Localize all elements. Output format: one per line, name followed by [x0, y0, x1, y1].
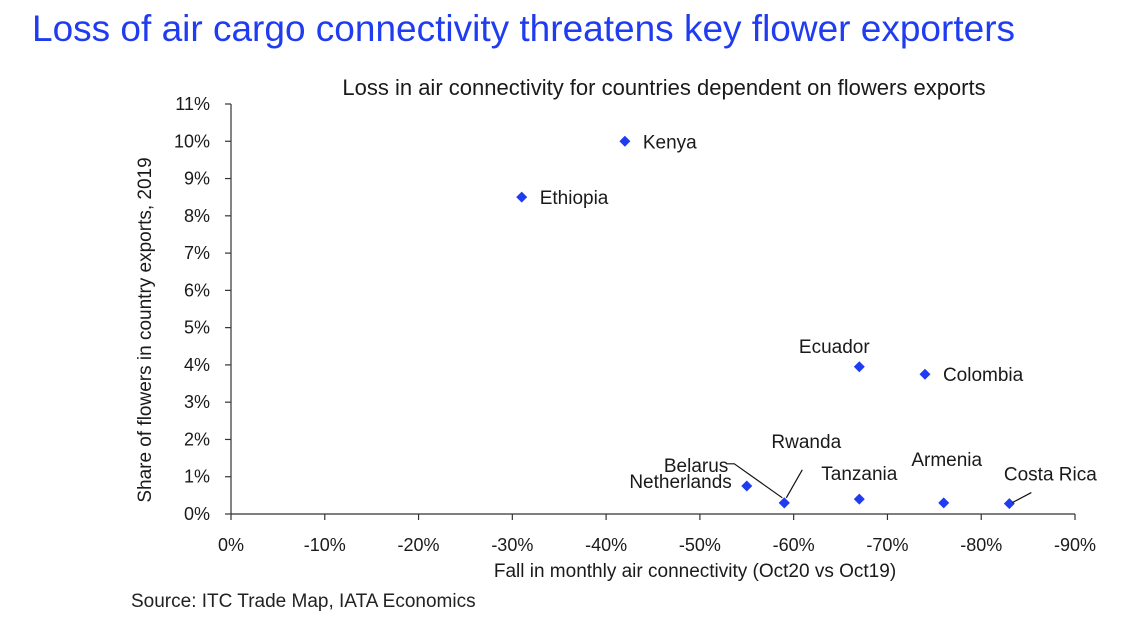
label-rwanda: Rwanda — [771, 432, 841, 453]
point-ethiopia — [516, 191, 528, 203]
label-costa-rica: Costa Rica — [1004, 465, 1097, 486]
y-tick-label: 2% — [184, 429, 210, 449]
axes: 0% 1% 2% 3% 4% 5% 6% 7% 8% 9% 10% 11% 0% -10% -20% -30%… — [174, 94, 1096, 555]
point-tanzania — [853, 493, 865, 505]
y-tick-label: 7% — [184, 243, 210, 263]
x-tick-label: -30% — [491, 535, 533, 555]
point-ecuador — [853, 361, 865, 373]
y-tick-label: 5% — [184, 318, 210, 338]
point-colombia — [919, 368, 931, 380]
point-armenia — [938, 497, 950, 509]
leader-line-belarus — [726, 463, 783, 499]
label-ecuador: Ecuador — [799, 337, 870, 358]
data-points — [516, 135, 1015, 510]
y-tick-label: 9% — [184, 169, 210, 189]
chart-title: Loss in air connectivity for countries d… — [342, 75, 985, 100]
x-tick-label: 0% — [218, 535, 244, 555]
x-axis-label: Fall in monthly air connectivity (Oct20 … — [494, 561, 896, 582]
x-tick-label: -60% — [773, 535, 815, 555]
x-tick-label: -50% — [679, 535, 721, 555]
y-tick-label: 11% — [175, 94, 210, 114]
point-netherlands — [741, 480, 753, 492]
x-tick-label: -40% — [585, 535, 627, 555]
page-title: Loss of air cargo connectivity threatens… — [32, 8, 1016, 49]
label-armenia: Armenia — [911, 450, 982, 471]
x-tick-label: -20% — [398, 535, 440, 555]
x-tick-label: -10% — [304, 535, 346, 555]
y-tick-label: 8% — [184, 206, 210, 226]
label-tanzania: Tanzania — [821, 464, 897, 485]
x-tick-label: -70% — [866, 535, 908, 555]
y-tick-label: 6% — [184, 280, 210, 300]
label-ethiopia: Ethiopia — [540, 188, 609, 209]
label-netherlands: Netherlands — [629, 472, 731, 493]
y-tick-label: 4% — [184, 355, 210, 375]
x-tick-label: -90% — [1054, 535, 1096, 555]
x-tick-label: -80% — [960, 535, 1002, 555]
label-belarus: Belarus — [664, 456, 728, 477]
y-axis-label: Share of flowers in country exports, 201… — [135, 157, 156, 502]
label-colombia: Colombia — [943, 365, 1024, 386]
label-kenya: Kenya — [643, 132, 697, 153]
point-costa-rica — [1003, 498, 1015, 510]
y-tick-label: 3% — [184, 392, 210, 412]
y-tick-label: 10% — [174, 131, 210, 151]
point-labels: Kenya Ethiopia Ecuador Colombia NetherlandsB… — [540, 132, 1097, 504]
leader-line-rwanda — [785, 469, 803, 499]
point-rwanda — [778, 497, 790, 509]
y-tick-label: 0% — [184, 504, 210, 524]
leader-line-costa-rica — [1012, 492, 1032, 504]
source-note: Source: ITC Trade Map, IATA Economics — [131, 591, 476, 612]
y-tick-label: 1% — [184, 467, 210, 487]
point-kenya — [619, 135, 631, 147]
